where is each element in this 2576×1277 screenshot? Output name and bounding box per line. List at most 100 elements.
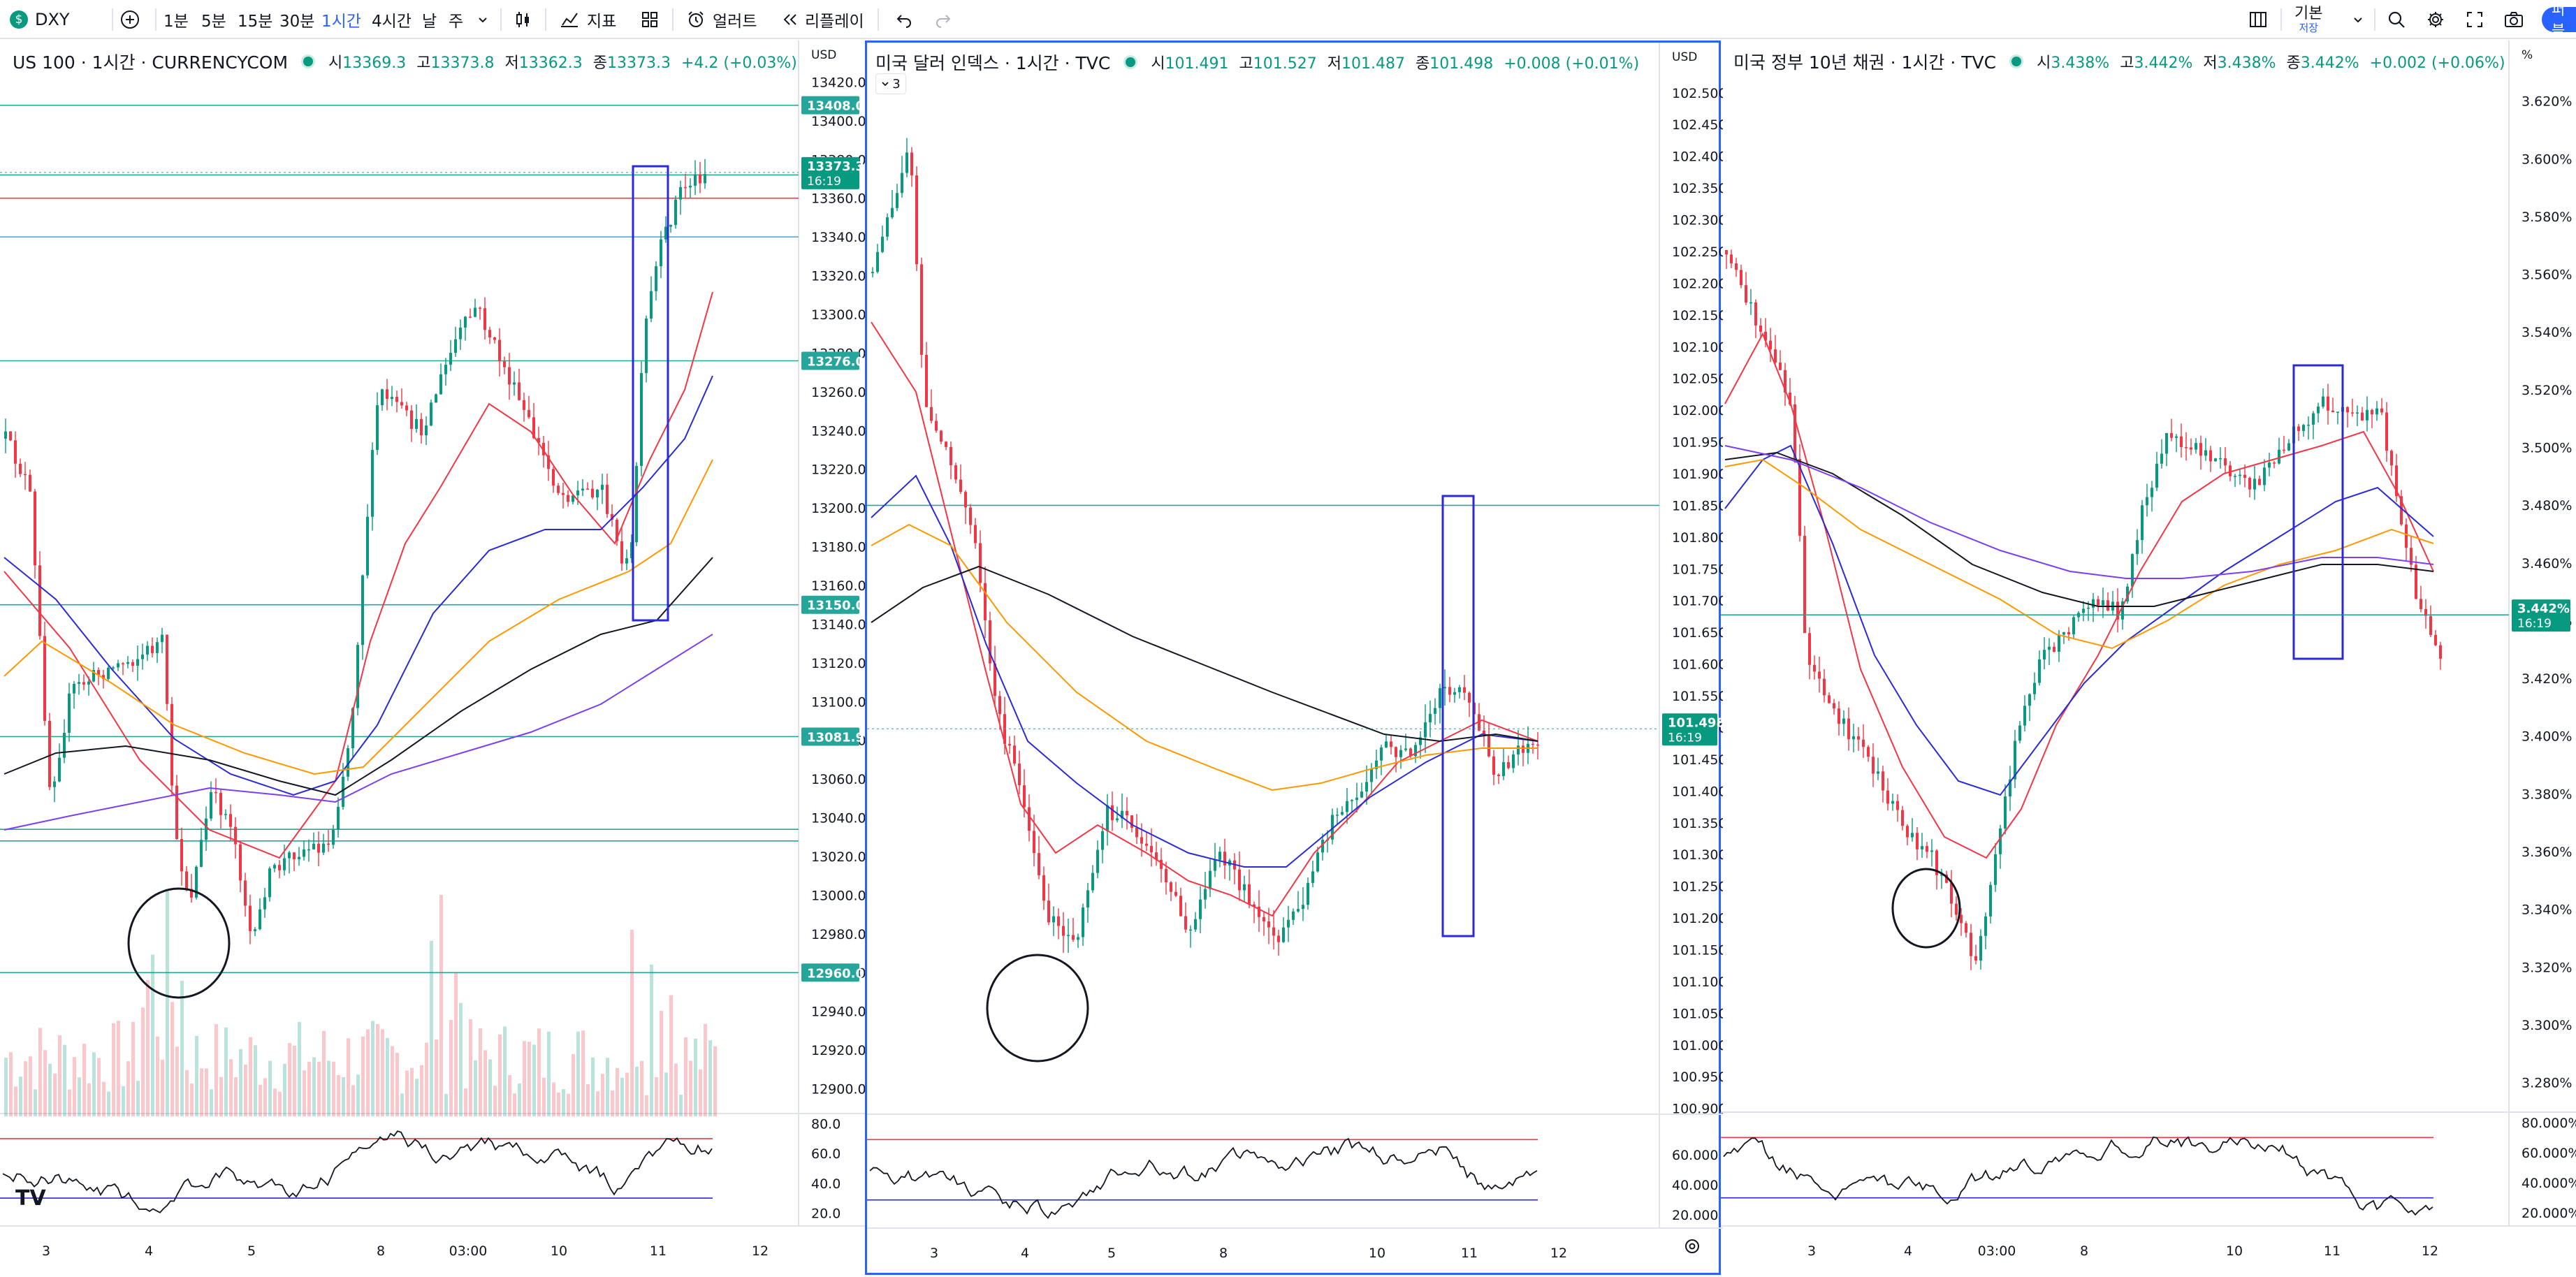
rectangle-drawing[interactable] [1441,495,1475,937]
moving-average-line[interactable] [3,375,713,796]
interval-week[interactable]: 주 [449,13,464,31]
moving-average-line[interactable] [1724,444,2434,796]
interval-day[interactable]: 날 [422,13,437,31]
chart-type-button[interactable] [509,0,537,39]
moving-average-line[interactable] [3,557,713,796]
ellipse-drawing[interactable] [986,954,1089,1063]
settings-button[interactable] [2422,0,2450,39]
interval-1h[interactable]: 1시간 [321,13,361,31]
candle-body [2053,646,2055,652]
rsi-line[interactable] [2,1130,713,1213]
layout-select-button[interactable] [2244,0,2272,39]
candle-body [29,474,31,492]
chart-canvas[interactable]: USD 102.500 102.450 102.400 102.350 102.300 10… [867,43,1723,1277]
moving-average-line[interactable] [3,459,713,775]
rectangle-drawing[interactable] [632,165,669,622]
moving-average-line[interactable] [1724,332,2434,859]
candle-body [2106,600,2109,611]
candle-body [48,720,51,787]
volume-bar [483,1050,487,1116]
currency-label[interactable]: % [2522,48,2533,62]
replay-button[interactable]: 리플레이 [781,0,864,39]
candle-body [151,645,154,653]
moving-average-line[interactable] [1724,451,2434,607]
gear-icon[interactable] [1685,1239,1699,1253]
candle-body [283,858,286,870]
currency-label[interactable]: USD [1672,50,1697,64]
rsi-line[interactable] [1723,1136,2433,1216]
volume-bar [347,1038,350,1116]
candle-body [1223,852,1226,866]
interval-5m[interactable]: 5분 [201,13,226,31]
redo-button[interactable] [931,0,956,39]
rectangle-drawing[interactable] [2292,364,2344,660]
chart-pane-us10y[interactable]: % 3.620% 3.600% 3.580% 3.560% 3.540% 3.520% 3.5… [1721,41,2576,1275]
volume-bar [591,1057,595,1116]
search-button[interactable] [2382,0,2410,39]
collapse-indicators-button[interactable]: 3 [875,73,906,94]
volume-bar [464,1088,467,1116]
publish-button[interactable]: 퍼블 [2542,1,2576,39]
price-tick-label: 12920.0 [811,1043,865,1058]
layout-dropdown-button[interactable] [2348,0,2368,39]
candle-body [2028,694,2031,706]
save-layout-button[interactable]: 기본 저장 [2294,5,2323,34]
volume-bar [337,1074,340,1116]
candle-body [1165,868,1167,883]
volume-bar [53,1073,57,1116]
moving-average-line[interactable] [3,634,713,831]
level-price-badge [801,96,859,115]
interval-30m[interactable]: 30분 [279,13,315,31]
volume-bar [136,1081,140,1116]
volume-bar [361,1036,365,1116]
templates-button[interactable] [636,0,664,39]
moving-average-line[interactable] [871,474,1538,868]
symbol-name: DXY [35,10,70,29]
moving-average-line[interactable] [871,523,1538,791]
candle-body [998,696,1001,715]
candle-body [1424,722,1427,738]
volume-bar [9,1052,13,1116]
pane-title[interactable]: 미국 정부 10년 채권 · 1시간 · TVC [1733,52,1997,73]
interval-4h[interactable]: 4시간 [372,13,412,31]
rsi-line[interactable] [869,1137,1538,1219]
candle-body [1507,761,1510,768]
moving-average-line[interactable] [871,321,1538,917]
moving-average-line[interactable] [871,565,1538,743]
chart-pane-dxy[interactable]: USD 102.500 102.450 102.400 102.350 102.300 10… [865,41,1723,1277]
interval-1m[interactable]: 1분 [163,13,189,31]
indicators-button[interactable]: 지표 [559,0,616,39]
candle-body [2219,458,2222,460]
candle-body [180,839,183,872]
candle-body [537,438,540,443]
candle-body [1798,458,1801,537]
price-tick-label: 3.540% [2522,325,2572,340]
volume-bar [630,929,634,1116]
moving-average-line[interactable] [1724,445,2434,579]
compare-symbol-button[interactable] [116,0,144,39]
chart-canvas[interactable]: % 3.620% 3.600% 3.580% 3.560% 3.540% 3.520% 3.5… [1721,41,2576,1275]
moving-average-line[interactable] [3,291,713,859]
candle-body [1404,748,1407,750]
pane-title[interactable]: 미국 달러 인덱스 · 1시간 · TVC [875,53,1111,73]
volume-bar [420,1065,423,1116]
candle-body [298,856,300,860]
ellipse-drawing[interactable] [1891,868,1961,949]
symbol-search-button[interactable]: $ DXY [10,0,70,39]
candle-body [430,402,432,426]
candle-body [1106,805,1109,831]
currency-label[interactable]: USD [811,48,836,62]
snapshot-button[interactable] [2500,0,2528,39]
chart-pane-us100[interactable]: USD13420.013400.013380.013360.013340.013… [0,41,865,1275]
chart-canvas[interactable]: USD13420.013400.013380.013360.013340.013… [0,41,865,1275]
undo-button[interactable] [892,0,917,39]
interval-15m[interactable]: 15분 [238,13,273,31]
pane-title[interactable]: US 100 · 1시간 · CURRENCYCOM [13,52,289,73]
interval-dropdown-button[interactable] [472,0,493,39]
ellipse-drawing[interactable] [127,887,231,999]
candle-body [1390,741,1392,747]
alert-button[interactable]: 얼러트 [686,0,757,39]
fullscreen-button[interactable] [2461,0,2489,39]
moving-average-line[interactable] [1724,458,2434,650]
volume-bar [312,1057,316,1116]
